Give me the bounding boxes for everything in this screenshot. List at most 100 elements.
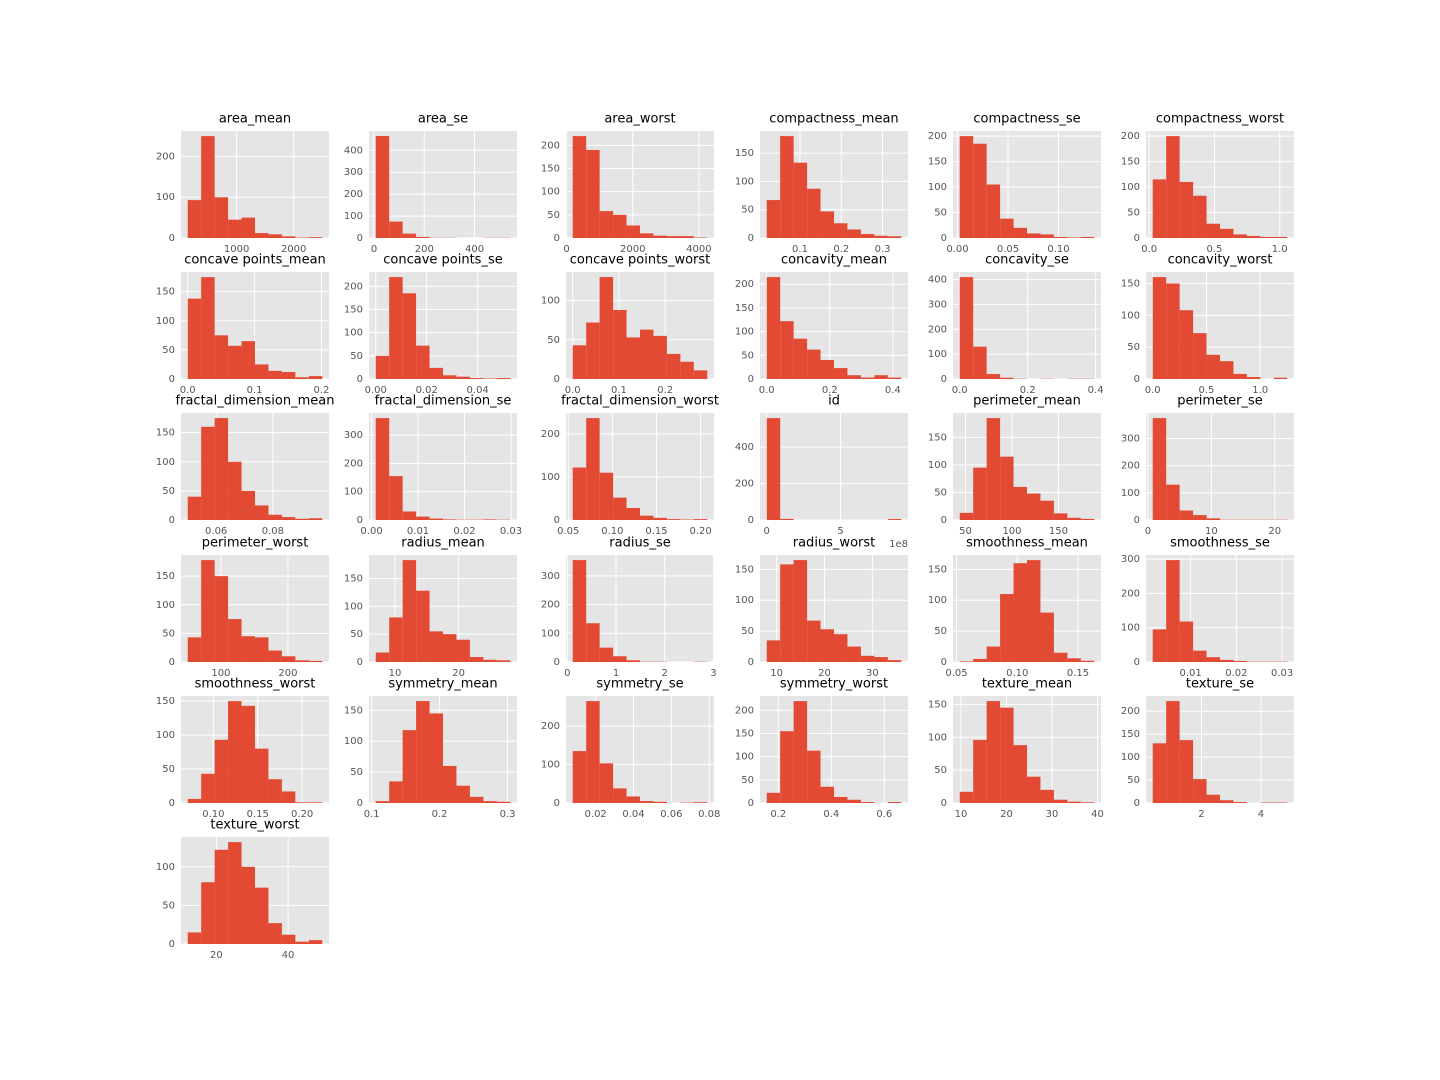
x-tick-label: 0.03 — [500, 526, 522, 537]
histogram-bar — [1152, 277, 1167, 379]
histogram-bar — [483, 801, 497, 803]
histogram-bar — [456, 639, 470, 662]
histogram-bar — [834, 223, 848, 238]
x-tick-label: 0.3 — [875, 244, 891, 255]
histogram-bar — [214, 849, 229, 944]
histogram-bar — [429, 631, 444, 662]
y-tick-label: 50 — [934, 487, 947, 498]
histogram-bar — [483, 659, 497, 662]
subplot-title: concave points_se — [383, 253, 502, 268]
histogram-bar — [887, 660, 902, 662]
y-tick-label: 100 — [344, 601, 363, 612]
histogram-bar — [281, 517, 296, 520]
histogram-bar — [1040, 234, 1054, 238]
x-tick-label: 20 — [210, 950, 223, 961]
y-tick-label: 400 — [344, 145, 363, 156]
histogram-bar — [572, 751, 587, 803]
histogram-bar — [653, 335, 667, 379]
histogram-bar — [640, 329, 654, 379]
histogram-bar — [693, 802, 708, 803]
x-tick-label: 0.04 — [467, 385, 489, 396]
histogram-bar — [241, 490, 255, 520]
y-tick-label: 50 — [547, 210, 560, 221]
subplot-title: concavity_se — [985, 253, 1069, 268]
histogram-bar — [496, 660, 511, 662]
y-tick-label: 0 — [554, 233, 560, 244]
histogram-bar — [959, 791, 974, 803]
histogram-bar — [613, 497, 627, 520]
histogram-bar — [281, 656, 296, 662]
histogram-bar — [429, 518, 443, 520]
histogram-bar — [599, 211, 614, 238]
x-tick-label: 30 — [866, 668, 879, 679]
histogram-bar — [201, 136, 215, 238]
y-tick-label: 200 — [1121, 706, 1140, 717]
histogram-bar — [389, 617, 403, 662]
histogram-bar — [973, 658, 987, 662]
y-tick-label: 100 — [156, 192, 175, 203]
histogram-bar — [416, 516, 430, 520]
histogram-bar — [295, 518, 309, 520]
histogram-bar — [807, 620, 821, 662]
histogram-bar — [874, 657, 888, 662]
histogram-bar — [456, 785, 470, 803]
subplot: 0 50 100 150 200 0.2 0.4 0.6 symmetry_worst — [735, 677, 908, 820]
x-tick-label: 0.05 — [557, 526, 579, 537]
x-tick-label: 0.2 — [314, 385, 330, 396]
histogram-bar — [1220, 800, 1234, 803]
y-tick-label: 0 — [1134, 233, 1140, 244]
histogram-bar — [456, 376, 470, 379]
y-tick-label: 0 — [357, 233, 363, 244]
x-tick-label: 10 — [955, 809, 968, 820]
histogram-bar — [1179, 740, 1194, 803]
histogram-bar — [1179, 510, 1194, 520]
histogram-bar — [973, 143, 987, 238]
histogram-bar — [613, 788, 627, 803]
x-tick-label: 0.2 — [432, 809, 448, 820]
histogram-bar — [214, 576, 229, 662]
x-tick-label: 0.0 — [1141, 244, 1157, 255]
histogram-bar — [959, 277, 974, 379]
subplot-title: compactness_worst — [1156, 112, 1284, 127]
y-tick-label: 0 — [554, 657, 560, 668]
histogram-bar — [255, 637, 269, 662]
x-tick-label: 400 — [465, 244, 484, 255]
x-tick-label: 0.20 — [291, 809, 313, 820]
x-tick-label: 0.6 — [876, 809, 892, 820]
y-tick-label: 100 — [1121, 310, 1140, 321]
histogram-bar — [807, 349, 821, 379]
x-tick-label: 0.10 — [202, 809, 224, 820]
y-tick-label: 0 — [1134, 798, 1140, 809]
histogram-bar — [402, 730, 417, 803]
y-tick-label: 0 — [169, 515, 175, 526]
y-tick-label: 300 — [541, 571, 560, 582]
histogram-bar — [1233, 660, 1247, 662]
histogram-bar — [780, 321, 794, 379]
histogram-bar — [1166, 136, 1180, 238]
histogram-bar — [1273, 236, 1288, 238]
histogram-bar — [1193, 333, 1207, 379]
y-tick-label: 100 — [1121, 488, 1140, 499]
histogram-bar — [1013, 486, 1027, 520]
histogram-bar — [1067, 801, 1081, 803]
histogram-bar — [887, 519, 902, 520]
histogram-bar — [613, 656, 627, 662]
y-tick-label: 50 — [350, 629, 363, 640]
histogram-bar — [295, 802, 309, 803]
x-tick-label: 20 — [452, 668, 465, 679]
histogram-bar — [1000, 594, 1014, 662]
subplot: 0 100 200 1000 2000 area_mean — [156, 112, 329, 255]
histogram-bar — [1166, 560, 1180, 662]
histogram-bar — [469, 656, 484, 662]
x-tick-label: 0.1 — [792, 244, 808, 255]
histogram-bar — [780, 518, 794, 520]
subplot: 0 50 100 150 200 0.00 0.05 0.10 compactness_se — [928, 112, 1101, 255]
histogram-bar — [1152, 743, 1167, 803]
histogram-bar — [973, 739, 987, 803]
histogram-bar — [389, 476, 403, 520]
x-tick-label: 200 — [415, 244, 434, 255]
histogram-bar — [847, 646, 861, 662]
subplot: 0 50 100 150 0.10 0.15 0.20 smoothness_worst — [156, 677, 329, 820]
x-tick-label: 150 — [1049, 526, 1068, 537]
histogram-bar — [613, 310, 627, 379]
